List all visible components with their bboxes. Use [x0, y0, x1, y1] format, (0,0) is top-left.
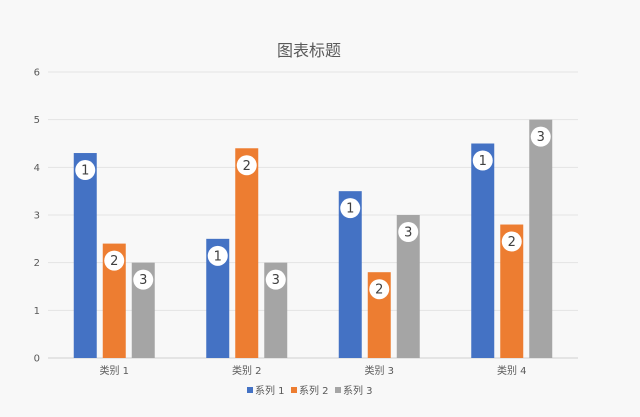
data-label-bubble [236, 155, 257, 176]
legend-swatch [247, 387, 253, 393]
data-label-bubble [472, 150, 493, 171]
data-label: 2 [243, 159, 251, 174]
data-label: 1 [214, 249, 222, 264]
data-label-bubble [340, 198, 361, 219]
data-label: 1 [479, 154, 487, 169]
chart-title: 图表标题 [277, 41, 341, 60]
data-label-bubble [265, 269, 286, 290]
y-tick-label: 4 [34, 163, 40, 174]
bar [235, 148, 259, 358]
y-tick-label: 0 [34, 354, 40, 365]
legend-label: 系列 2 [299, 384, 329, 397]
bar [471, 143, 495, 358]
x-tick-label: 类别 2 [232, 364, 262, 377]
bar [500, 224, 524, 358]
data-label-bubble [75, 160, 96, 181]
legend-label: 系列 3 [343, 384, 373, 397]
data-label: 3 [139, 273, 147, 288]
data-label-bubble [133, 269, 154, 290]
data-label: 2 [508, 235, 516, 250]
data-label: 1 [346, 202, 354, 217]
data-label-bubble [369, 279, 390, 300]
data-label: 1 [81, 164, 89, 179]
data-label-bubble [104, 250, 125, 271]
y-tick-label: 2 [34, 258, 40, 269]
y-tick-label: 1 [34, 306, 40, 317]
y-tick-label: 6 [34, 68, 40, 79]
data-label: 3 [404, 226, 412, 241]
x-tick-label: 类别 1 [99, 364, 129, 377]
data-label-bubble [530, 126, 551, 147]
data-label: 3 [272, 273, 280, 288]
data-label-bubble [398, 222, 419, 242]
y-tick-label: 3 [34, 211, 40, 222]
bar [73, 153, 97, 358]
legend-label: 系列 1 [255, 384, 285, 397]
data-label: 3 [537, 130, 545, 145]
bar [206, 238, 230, 358]
x-tick-label: 类别 4 [497, 364, 527, 377]
data-label: 2 [110, 254, 118, 269]
bar [396, 215, 420, 358]
data-label-bubble [501, 231, 522, 252]
legend-swatch [335, 387, 341, 393]
bar [529, 119, 553, 359]
bar [102, 243, 126, 358]
data-label-bubble [207, 245, 228, 266]
y-tick-label: 5 [34, 115, 40, 126]
legend-swatch [291, 387, 297, 393]
data-label: 2 [375, 283, 383, 298]
bar [338, 191, 362, 358]
x-tick-label: 类别 3 [364, 364, 394, 377]
